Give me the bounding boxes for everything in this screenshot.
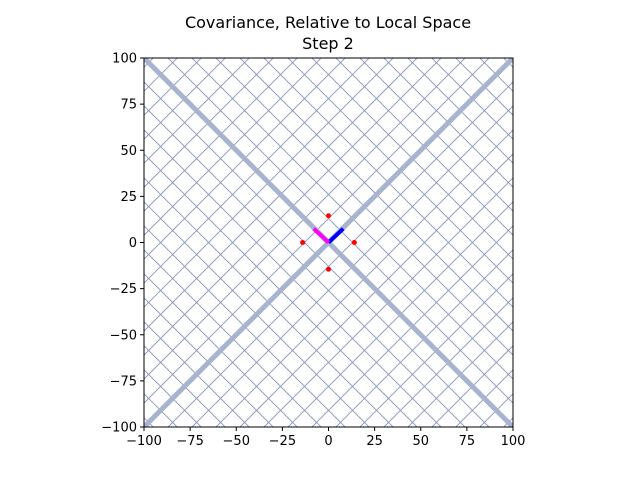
grid-line [335, 249, 513, 427]
grid-line [144, 58, 274, 188]
x-tick-label: 50 [412, 434, 429, 449]
grid-line [167, 58, 513, 404]
grid-line [311, 225, 513, 427]
grid-line [144, 466, 513, 480]
x-tick-label: 25 [366, 434, 383, 449]
x-tick-label: 75 [459, 434, 476, 449]
grid-line [144, 249, 322, 427]
x-axis: −100 −75 −50 −25 0 25 50 75 100 [126, 427, 525, 449]
data-point [326, 266, 331, 272]
grid-line [144, 58, 250, 164]
grid-line [144, 466, 513, 480]
vector-line [327, 227, 345, 244]
x-tick-label: 0 [324, 434, 332, 449]
grid-line [167, 81, 513, 427]
hatch-grid [144, 58, 513, 480]
data-point [300, 240, 306, 245]
grid-line [191, 58, 513, 380]
data-point [351, 240, 357, 245]
points [300, 213, 357, 272]
grid-line [144, 321, 250, 427]
grid-line [144, 345, 226, 427]
vectors [312, 227, 345, 244]
grid-line [144, 273, 298, 427]
y-tick-label: 100 [112, 52, 137, 67]
y-tick-label: 25 [120, 190, 137, 205]
x-tick-label: −75 [176, 434, 203, 449]
grid-line [239, 58, 513, 332]
grid-line [431, 345, 513, 427]
grid-line [215, 129, 513, 427]
grid-line [335, 58, 513, 236]
grid-line [144, 153, 418, 427]
grid-line [263, 58, 513, 308]
data-point [326, 213, 331, 219]
grid-line [215, 58, 513, 356]
y-tick-label: −50 [110, 328, 137, 343]
x-tick-label: −100 [126, 434, 162, 449]
grid-line [287, 58, 513, 284]
vector-line [312, 227, 330, 244]
y-axis: −100 −75 −50 −25 0 25 50 75 100 [101, 52, 144, 436]
grid-line [383, 58, 513, 188]
grid-line [359, 58, 513, 212]
grid-line [191, 105, 513, 427]
x-tick-label: −50 [223, 434, 250, 449]
grid-line [407, 58, 513, 164]
grid-line [144, 58, 226, 140]
grid-line [144, 58, 322, 236]
grid-line [287, 201, 513, 427]
grid-line [263, 177, 513, 427]
grid-line [407, 321, 513, 427]
grid-line [359, 273, 513, 427]
grid-line [144, 58, 442, 356]
grid-line [311, 58, 513, 260]
grid-line [383, 297, 513, 427]
grid-line [239, 153, 513, 427]
y-tick-label: −100 [101, 421, 137, 436]
y-tick-label: 75 [120, 98, 137, 113]
y-tick-label: −75 [110, 374, 137, 389]
x-tick-label: 100 [501, 434, 526, 449]
grid-line [144, 58, 298, 212]
y-tick-label: −25 [110, 282, 137, 297]
grid-line [431, 58, 513, 140]
chart-subtitle: Step 2 [302, 34, 354, 53]
x-tick-label: −25 [269, 434, 296, 449]
y-tick-label: 0 [129, 236, 137, 251]
y-tick-label: 50 [120, 144, 137, 159]
grid-line [144, 297, 274, 427]
chart-title: Covariance, Relative to Local Space [185, 13, 471, 32]
